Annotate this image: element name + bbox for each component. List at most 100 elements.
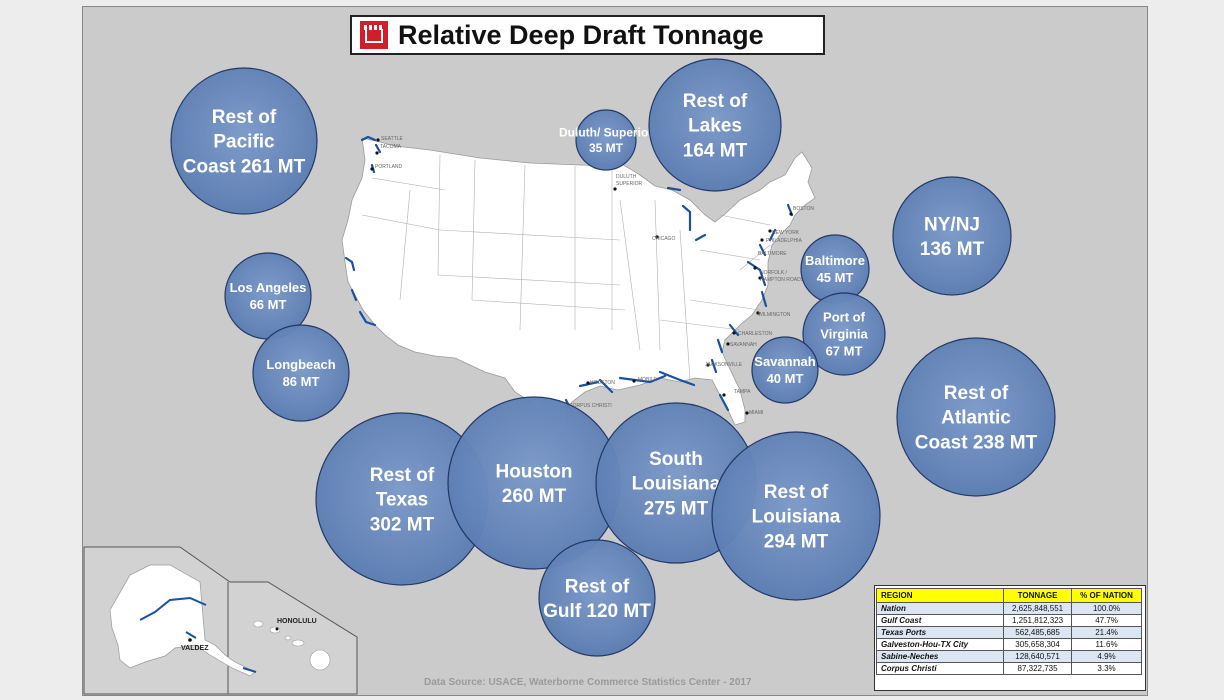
bubble-label: Houston [495,461,572,482]
city-label: HAMPTON ROADS [760,277,805,283]
city-label: MIAMI [749,410,763,416]
bubble-label: 40 MT [767,371,804,386]
bubble-label: Gulf 120 MT [543,601,651,622]
city-label: NORFOLK / [760,270,788,276]
bubble-label: Port of [823,310,866,325]
bubble-label: NY/NJ [924,214,980,235]
bubble-label: Rest of [683,91,748,112]
map-title: Relative Deep Draft Tonnage [398,19,764,50]
usace-castle-logo [360,21,388,49]
city-label: JACKSONVILLE [705,362,743,368]
bubble-label: Baltimore [805,253,865,268]
alaska-channel [139,596,207,621]
bubble-circle [802,292,886,376]
bubble-label: Rest of [212,107,277,128]
tonnage-table: REGION TONNAGE % OF NATION Nation 2,625,… [876,588,1142,675]
bubble-savannah: Savannah 40 MT [751,336,819,404]
bubble-label: Lakes [688,116,742,137]
bubble-circle [896,337,1056,497]
bubble-label: 86 MT [283,374,320,389]
bubble-nynj: NY/NJ 136 MT [892,176,1012,296]
bubble-label: 294 MT [764,531,829,552]
bubble-duluth: Duluth/ Superior 35 MT [559,109,653,171]
bubble-label: 35 MT [589,141,624,155]
bubble-label: Rest of [764,482,829,503]
bubble-atlantic: Rest of Atlantic Coast 238 MT [896,337,1056,497]
bubble-label: 164 MT [683,140,748,161]
bubble-circle [892,176,1012,296]
city-label: BALTIMORE [758,251,787,257]
bubble-label: Coast 261 MT [183,156,306,177]
bubble-label: Atlantic [941,408,1011,429]
bubble-label: Virginia [820,327,868,342]
table-row: Gulf Coast 1,251,812,323 47.7% [876,614,1142,627]
bubble-label: Rest of [944,383,1009,404]
bubble-label: Los Angeles [230,280,307,295]
bubble-lakes: Rest of Lakes 164 MT [648,58,782,192]
bubble-label: 66 MT [250,297,287,312]
city-label: SEATTLE [381,136,404,142]
bubble-label: South [649,449,703,470]
bubble-circle [252,324,350,422]
col-tonnage: TONNAGE [1002,588,1073,603]
alaska-land [109,564,256,677]
bubble-circle [575,109,637,171]
bubble-restla: Rest of Louisiana 294 MT [711,431,881,601]
honolulu-label: HONOLULU [277,618,317,625]
bubble-label: 136 MT [920,239,985,260]
bubble-circle [711,431,881,601]
table-row: Sabine-Neches 128,640,571 4.9% [876,650,1142,663]
bubble-losangeles: Los Angeles 66 MT [224,252,312,340]
bubble-circle [751,336,819,404]
bubble-label: Duluth/ Superior [559,125,653,139]
bubble-label: Savannah [754,354,815,369]
city-label: PORTLAND [375,164,403,170]
bubble-label: Louisiana [752,507,841,528]
bubble-label: Texas [376,490,428,511]
bubble-circle [170,67,318,215]
tonnage-bubbles: Rest of Pacific Coast 261 MT Duluth/ Superi… [170,58,1056,657]
bubble-label: Pacific [213,132,275,153]
city-label: CORPUS CHRISTI [569,403,612,409]
bubble-circle [800,234,870,304]
bubble-houston: Houston 260 MT [447,396,621,570]
city-label: HOUSTON [590,380,615,386]
table-row: Nation 2,625,848,551 100.0% [876,602,1142,615]
bubble-baltimore: Baltimore 45 MT [800,234,870,304]
city-label: NEW YORK [772,230,800,236]
table-row: Galveston-Hou-TX City 305,658,304 11.6% [876,638,1142,651]
data-source: Data Source: USACE, Waterborne Commerce … [424,677,752,688]
bubble-pacific: Rest of Pacific Coast 261 MT [170,67,318,215]
bubble-label: Coast 238 MT [915,432,1038,453]
bubble-resttexas: Rest of Texas 302 MT [315,412,489,586]
bubble-label: Rest of [565,576,630,597]
city-label: TACOMA [380,144,402,150]
valdez-label: VALDEZ [181,645,209,652]
port-channels [344,135,794,414]
port-dots [370,138,793,415]
bubble-circle [648,58,782,192]
table-row: Corpus Christi 87,322,735 3.3% [876,662,1142,675]
city-label: DULUTH [616,174,637,180]
bubble-label: Longbeach [266,357,335,372]
bubble-label: 275 MT [644,498,709,519]
bubble-label: 302 MT [370,514,435,535]
table-header-row: REGION TONNAGE % OF NATION [876,588,1142,603]
bubble-longbeach: Longbeach 86 MT [252,324,350,422]
city-label: PHILADELPHIA [766,238,803,244]
city-label: BOSTON [793,206,814,212]
city-label: CHARLESTON [738,331,772,337]
city-label: CHICAGO [652,236,675,242]
inset-box: VALDEZ HONOLULU [83,546,358,695]
bubble-label: Louisiana [632,474,721,495]
city-label: SUPERIOR [616,181,643,187]
col-percent: % OF NATION [1071,588,1142,603]
col-region: REGION [876,588,1004,603]
bubble-label: 260 MT [502,486,567,507]
city-label: SAVANNAH [730,342,757,348]
city-label: MOBILE [638,377,658,383]
title-box: Relative Deep Draft Tonnage [350,15,825,55]
city-label: TAMPA [734,389,751,395]
